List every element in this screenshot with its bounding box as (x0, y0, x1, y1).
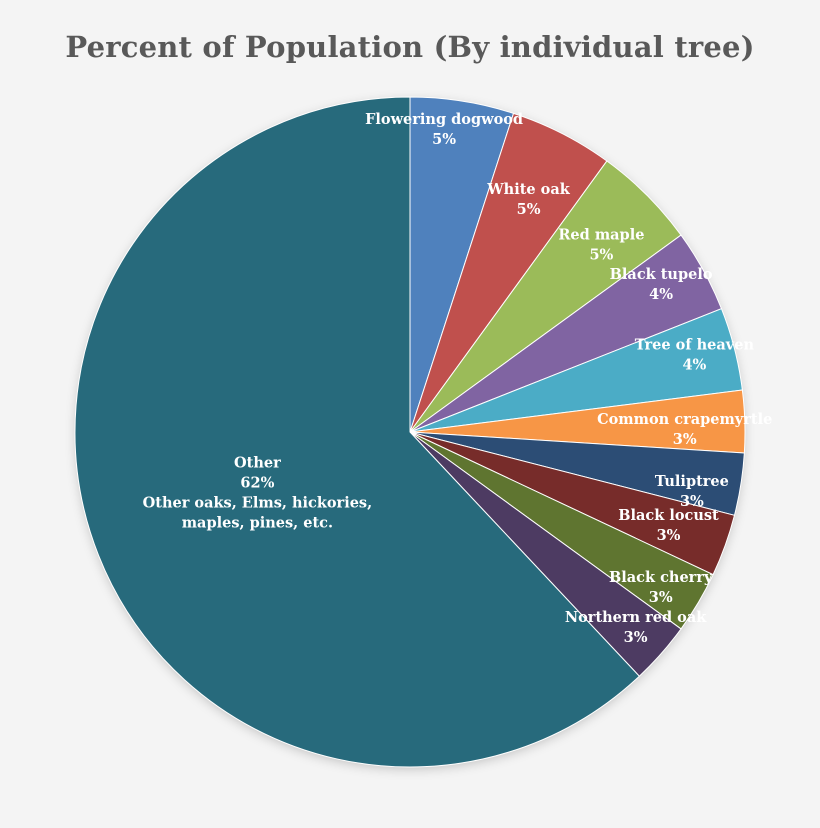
slice-value: 3% (624, 629, 648, 646)
data-label-northern-red-oak: Northern red oak 3% (565, 609, 707, 646)
data-label-flowering-dogwood: Flowering dogwood 5% (365, 111, 523, 148)
pie-slice-other (74, 96, 641, 768)
slice-name: Other (234, 454, 281, 471)
slice-value: 5% (517, 201, 541, 218)
data-label-black-cherry: Black cherry 3% (609, 569, 713, 606)
data-label-other: Other 62% Other oaks, Elms, hickories, mapl… (143, 454, 373, 531)
slice-value: 62% (240, 474, 274, 491)
slice-name: Red maple (558, 226, 644, 243)
slice-name: Northern red oak (565, 609, 707, 626)
slice-note: Other oaks, Elms, hickories, (143, 494, 373, 511)
slice-value: 3% (680, 493, 704, 510)
slice-name: Flowering dogwood (365, 111, 523, 128)
slice-note: maples, pines, etc. (182, 514, 333, 531)
slice-name: Tree of heaven (635, 336, 755, 353)
slice-value: 3% (657, 527, 681, 544)
slice-value: 3% (673, 431, 697, 448)
slice-name: Black tupelo (610, 266, 713, 283)
data-label-red-maple: Red maple 5% (558, 226, 644, 263)
slice-value: 4% (649, 286, 673, 303)
slice-name: Tuliptree (655, 473, 729, 490)
data-label-white-oak: White oak 5% (486, 181, 570, 218)
slice-value: 4% (682, 356, 706, 373)
data-label-tree-of-heaven: Tree of heaven 4% (635, 336, 755, 373)
slice-name: Black locust (618, 507, 719, 524)
data-label-tuliptree: Tuliptree 3% (655, 473, 729, 510)
slice-value: 5% (589, 246, 613, 263)
data-label-common-crapemyrtle: Common crapemyrtle 3% (597, 411, 772, 448)
slice-name: Black cherry (609, 569, 713, 586)
data-label-black-tupelo: Black tupelo 4% (610, 266, 713, 303)
chart-title: Percent of Population (By individual tre… (65, 30, 755, 64)
slice-name: White oak (486, 181, 570, 198)
slice-value: 5% (432, 131, 456, 148)
slice-name: Common crapemyrtle (597, 411, 772, 428)
slice-value: 3% (649, 589, 673, 606)
data-label-black-locust: Black locust 3% (618, 507, 719, 544)
